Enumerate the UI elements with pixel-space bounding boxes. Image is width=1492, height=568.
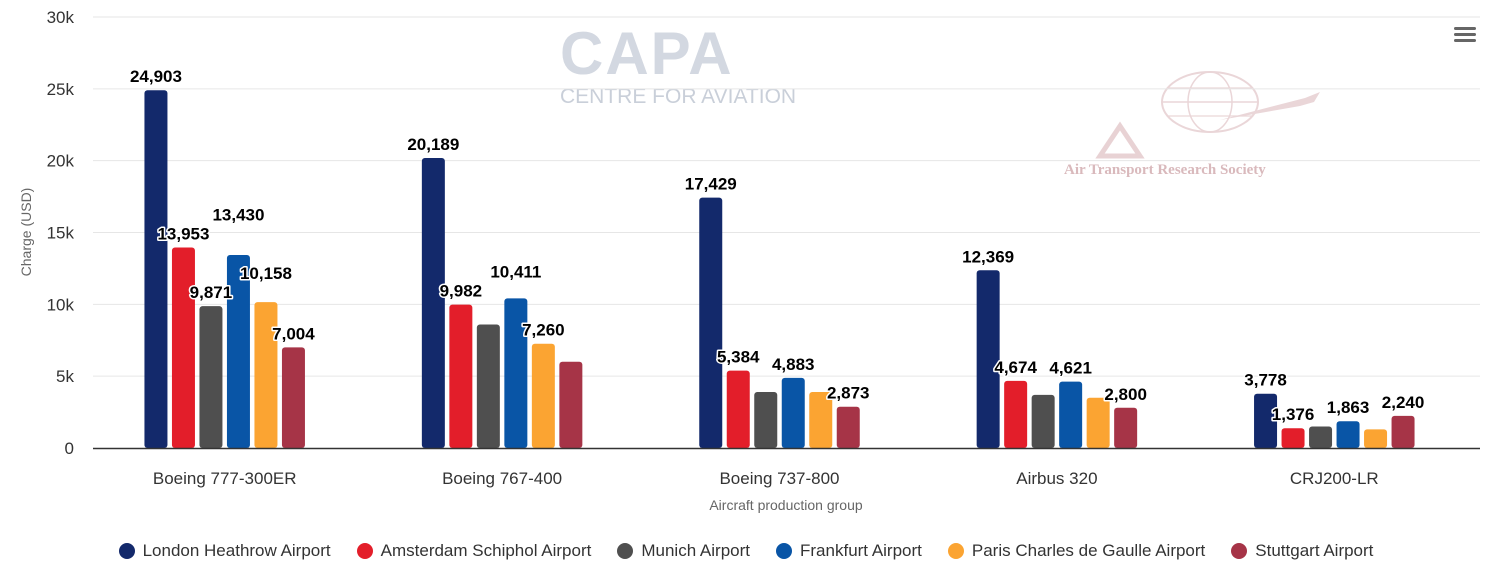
legend-label: Paris Charles de Gaulle Airport: [971, 541, 1206, 560]
data-label: 9,982: [440, 282, 483, 301]
hamburger-menu-icon-bar: [1454, 33, 1476, 36]
bar-munich-airport[interactable]: [1309, 426, 1333, 448]
data-label: 20,189: [407, 135, 459, 154]
data-labels: 24,903 13,953 9,871 13,430 10,158 7,004 20,189…: [128, 66, 1425, 426]
gridlines: [93, 16, 1480, 377]
bar-london-heathrow-airport[interactable]: [1254, 393, 1278, 448]
data-label: 12,369: [962, 247, 1014, 266]
data-label: 13,430: [212, 206, 264, 225]
bar-london-heathrow-airport[interactable]: [421, 157, 445, 449]
legend-label: Munich Airport: [641, 541, 751, 560]
bar-frankfurt-airport[interactable]: [781, 377, 805, 448]
data-label: 13,953: [157, 225, 209, 244]
bar-stuttgart-airport[interactable]: [1114, 407, 1138, 448]
bar-paris-charles-de-gaulle-airport[interactable]: [809, 391, 833, 448]
bar-frankfurt-airport[interactable]: [1059, 381, 1083, 448]
y-tick-label: 5k: [56, 367, 74, 386]
bar-frankfurt-airport[interactable]: [226, 255, 250, 448]
legend-item[interactable]: Frankfurt Airport: [776, 541, 922, 561]
bar-london-heathrow-airport[interactable]: [976, 270, 1000, 448]
bar-munich-airport[interactable]: [476, 324, 500, 448]
y-tick-label: 20k: [47, 152, 75, 171]
bar-amsterdam-schiphol-airport[interactable]: [449, 304, 473, 448]
legend-dot-icon: [356, 543, 373, 559]
legend-item[interactable]: Paris Charles de Gaulle Airport: [947, 541, 1206, 561]
data-label: 9,871: [190, 283, 233, 302]
legend-label: London Heathrow Airport: [142, 541, 331, 560]
bar-munich-airport[interactable]: [199, 306, 223, 448]
bar-paris-charles-de-gaulle-airport[interactable]: [254, 302, 278, 448]
legend-item[interactable]: Munich Airport: [617, 541, 750, 561]
hamburger-menu-icon: [1454, 27, 1476, 30]
bar-munich-airport[interactable]: [1031, 394, 1055, 448]
bars: [144, 90, 1415, 449]
bar-frankfurt-airport[interactable]: [1336, 421, 1360, 448]
y-axis-ticks: 0 5k 10k 15k 20k 25k 30k: [47, 8, 75, 458]
bar-stuttgart-airport[interactable]: [281, 347, 305, 448]
x-category-label: CRJ200-LR: [1290, 469, 1379, 488]
legend-dot-icon: [776, 543, 793, 559]
data-label: 10,158: [240, 264, 292, 283]
y-tick-label: 10k: [47, 295, 75, 314]
bar-frankfurt-airport[interactable]: [504, 298, 528, 448]
data-label: 4,621: [1049, 359, 1092, 378]
data-label: 4,883: [772, 355, 815, 374]
bar-stuttgart-airport[interactable]: [836, 406, 860, 448]
bar-amsterdam-schiphol-airport[interactable]: [1004, 380, 1028, 448]
legend-item[interactable]: Amsterdam Schiphol Airport: [356, 541, 592, 561]
y-tick-label: 25k: [47, 80, 75, 99]
legend-dot-icon: [1231, 543, 1248, 559]
legend-label: Amsterdam Schiphol Airport: [380, 541, 592, 560]
data-label: 1,863: [1327, 398, 1370, 417]
x-axis-title: Aircraft production group: [709, 497, 863, 513]
bar-paris-charles-de-gaulle-airport[interactable]: [1086, 397, 1110, 448]
bar-london-heathrow-airport[interactable]: [144, 90, 168, 448]
x-axis-categories: Boeing 777-300ER Boeing 767-400 Boeing 737…: [153, 469, 1379, 488]
x-category-label: Boeing 777-300ER: [153, 469, 297, 488]
data-label: 24,903: [130, 67, 182, 86]
legend: London Heathrow Airport Amsterdam Schipho…: [0, 536, 1492, 566]
legend-label: Stuttgart Airport: [1255, 541, 1374, 560]
data-label: 3,778: [1244, 371, 1287, 390]
y-tick-label: 0: [65, 439, 74, 458]
chart-menu-button[interactable]: [1452, 24, 1478, 46]
data-label: 5,384: [717, 348, 760, 367]
y-tick-label: 30k: [47, 8, 75, 27]
data-label: 7,260: [522, 321, 565, 340]
data-label: 17,429: [685, 175, 737, 194]
hamburger-menu-icon-bar: [1454, 39, 1476, 42]
bar-munich-airport[interactable]: [754, 391, 778, 448]
x-category-label: Airbus 320: [1016, 469, 1097, 488]
data-label: 2,873: [827, 384, 870, 403]
bar-paris-charles-de-gaulle-airport[interactable]: [531, 343, 555, 448]
data-label: 1,376: [1272, 405, 1315, 424]
data-label: 2,800: [1104, 385, 1147, 404]
x-category-label: Boeing 737-800: [719, 469, 839, 488]
bar-amsterdam-schiphol-airport[interactable]: [726, 370, 750, 448]
legend-dot-icon: [118, 543, 135, 559]
y-tick-label: 15k: [47, 224, 75, 243]
data-label: 4,674: [994, 358, 1037, 377]
y-axis-title: Charge (USD): [18, 188, 34, 277]
data-label: 7,004: [272, 324, 315, 343]
bar-london-heathrow-airport[interactable]: [699, 197, 723, 448]
bar-stuttgart-airport[interactable]: [559, 361, 583, 448]
legend-label: Frankfurt Airport: [800, 541, 922, 560]
legend-dot-icon: [617, 543, 634, 559]
bar-amsterdam-schiphol-airport[interactable]: [1281, 428, 1305, 448]
legend-dot-icon: [947, 543, 964, 559]
data-label: 10,411: [490, 263, 541, 282]
bar-paris-charles-de-gaulle-airport[interactable]: [1364, 429, 1388, 448]
legend-item[interactable]: London Heathrow Airport: [118, 541, 331, 561]
x-category-label: Boeing 767-400: [442, 469, 562, 488]
data-label: 2,240: [1382, 393, 1425, 412]
legend-item[interactable]: Stuttgart Airport: [1231, 541, 1373, 561]
bar-stuttgart-airport[interactable]: [1391, 415, 1415, 448]
bar-amsterdam-schiphol-airport[interactable]: [171, 247, 195, 448]
